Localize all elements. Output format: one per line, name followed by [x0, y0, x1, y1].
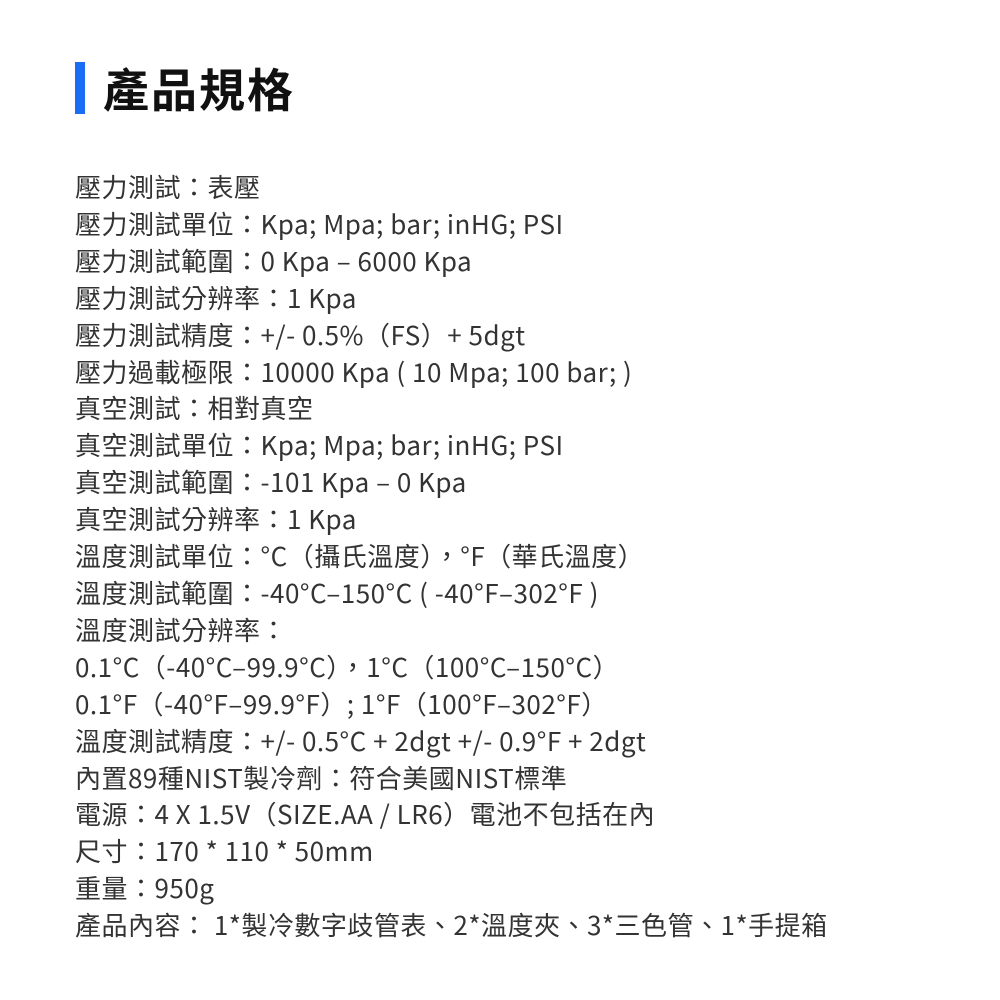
- heading-row: 產品規格: [75, 55, 925, 121]
- spec-line: 真空測試範圍：-101 Kpa – 0 Kpa: [75, 464, 925, 501]
- spec-line: 真空測試：相對真空: [75, 390, 925, 427]
- spec-line: 0.1°F（-40°F–99.9°F）; 1°F（100°F–302°F）: [75, 686, 925, 723]
- spec-line: 真空測試分辨率：1 Kpa: [75, 501, 925, 538]
- spec-line: 壓力測試範圍：0 Kpa – 6000 Kpa: [75, 243, 925, 280]
- spec-line: 壓力測試分辨率：1 Kpa: [75, 280, 925, 317]
- spec-line: 電源：4 X 1.5V（SIZE.AA / LR6）電池不包括在內: [75, 796, 925, 833]
- accent-bar: [75, 62, 85, 114]
- spec-line: 產品內容： 1*製冷數字歧管表、2*溫度夾、3*三色管、1*手提箱: [75, 907, 925, 944]
- spec-line: 壓力測試精度：+/- 0.5%（FS）+ 5dgt: [75, 317, 925, 354]
- spec-line: 重量：950g: [75, 870, 925, 907]
- spec-line: 溫度測試範圍：-40°C–150°C ( -40°F–302°F ): [75, 575, 925, 612]
- spec-line: 溫度測試精度：+/- 0.5°C + 2dgt +/- 0.9°F + 2dgt: [75, 723, 925, 760]
- page-title: 產品規格: [103, 55, 295, 121]
- spec-line: 壓力測試單位：Kpa; Mpa; bar; inHG; PSI: [75, 206, 925, 243]
- spec-line: 溫度測試分辨率：: [75, 612, 925, 649]
- spec-line: 溫度測試單位：°C（攝氏溫度），°F（華氏溫度）: [75, 538, 925, 575]
- spec-list: 壓力測試：表壓 壓力測試單位：Kpa; Mpa; bar; inHG; PSI …: [75, 169, 925, 944]
- spec-line: 壓力測試：表壓: [75, 169, 925, 206]
- spec-line: 內置89種NIST製冷劑：符合美國NIST標準: [75, 760, 925, 797]
- spec-line: 真空測試單位：Kpa; Mpa; bar; inHG; PSI: [75, 427, 925, 464]
- spec-line: 尺寸：170 * 110 * 50mm: [75, 833, 925, 870]
- spec-line: 壓力過載極限：10000 Kpa ( 10 Mpa; 100 bar; ): [75, 354, 925, 391]
- spec-line: 0.1°C（-40°C–99.9°C），1°C（100°C–150°C）: [75, 649, 925, 686]
